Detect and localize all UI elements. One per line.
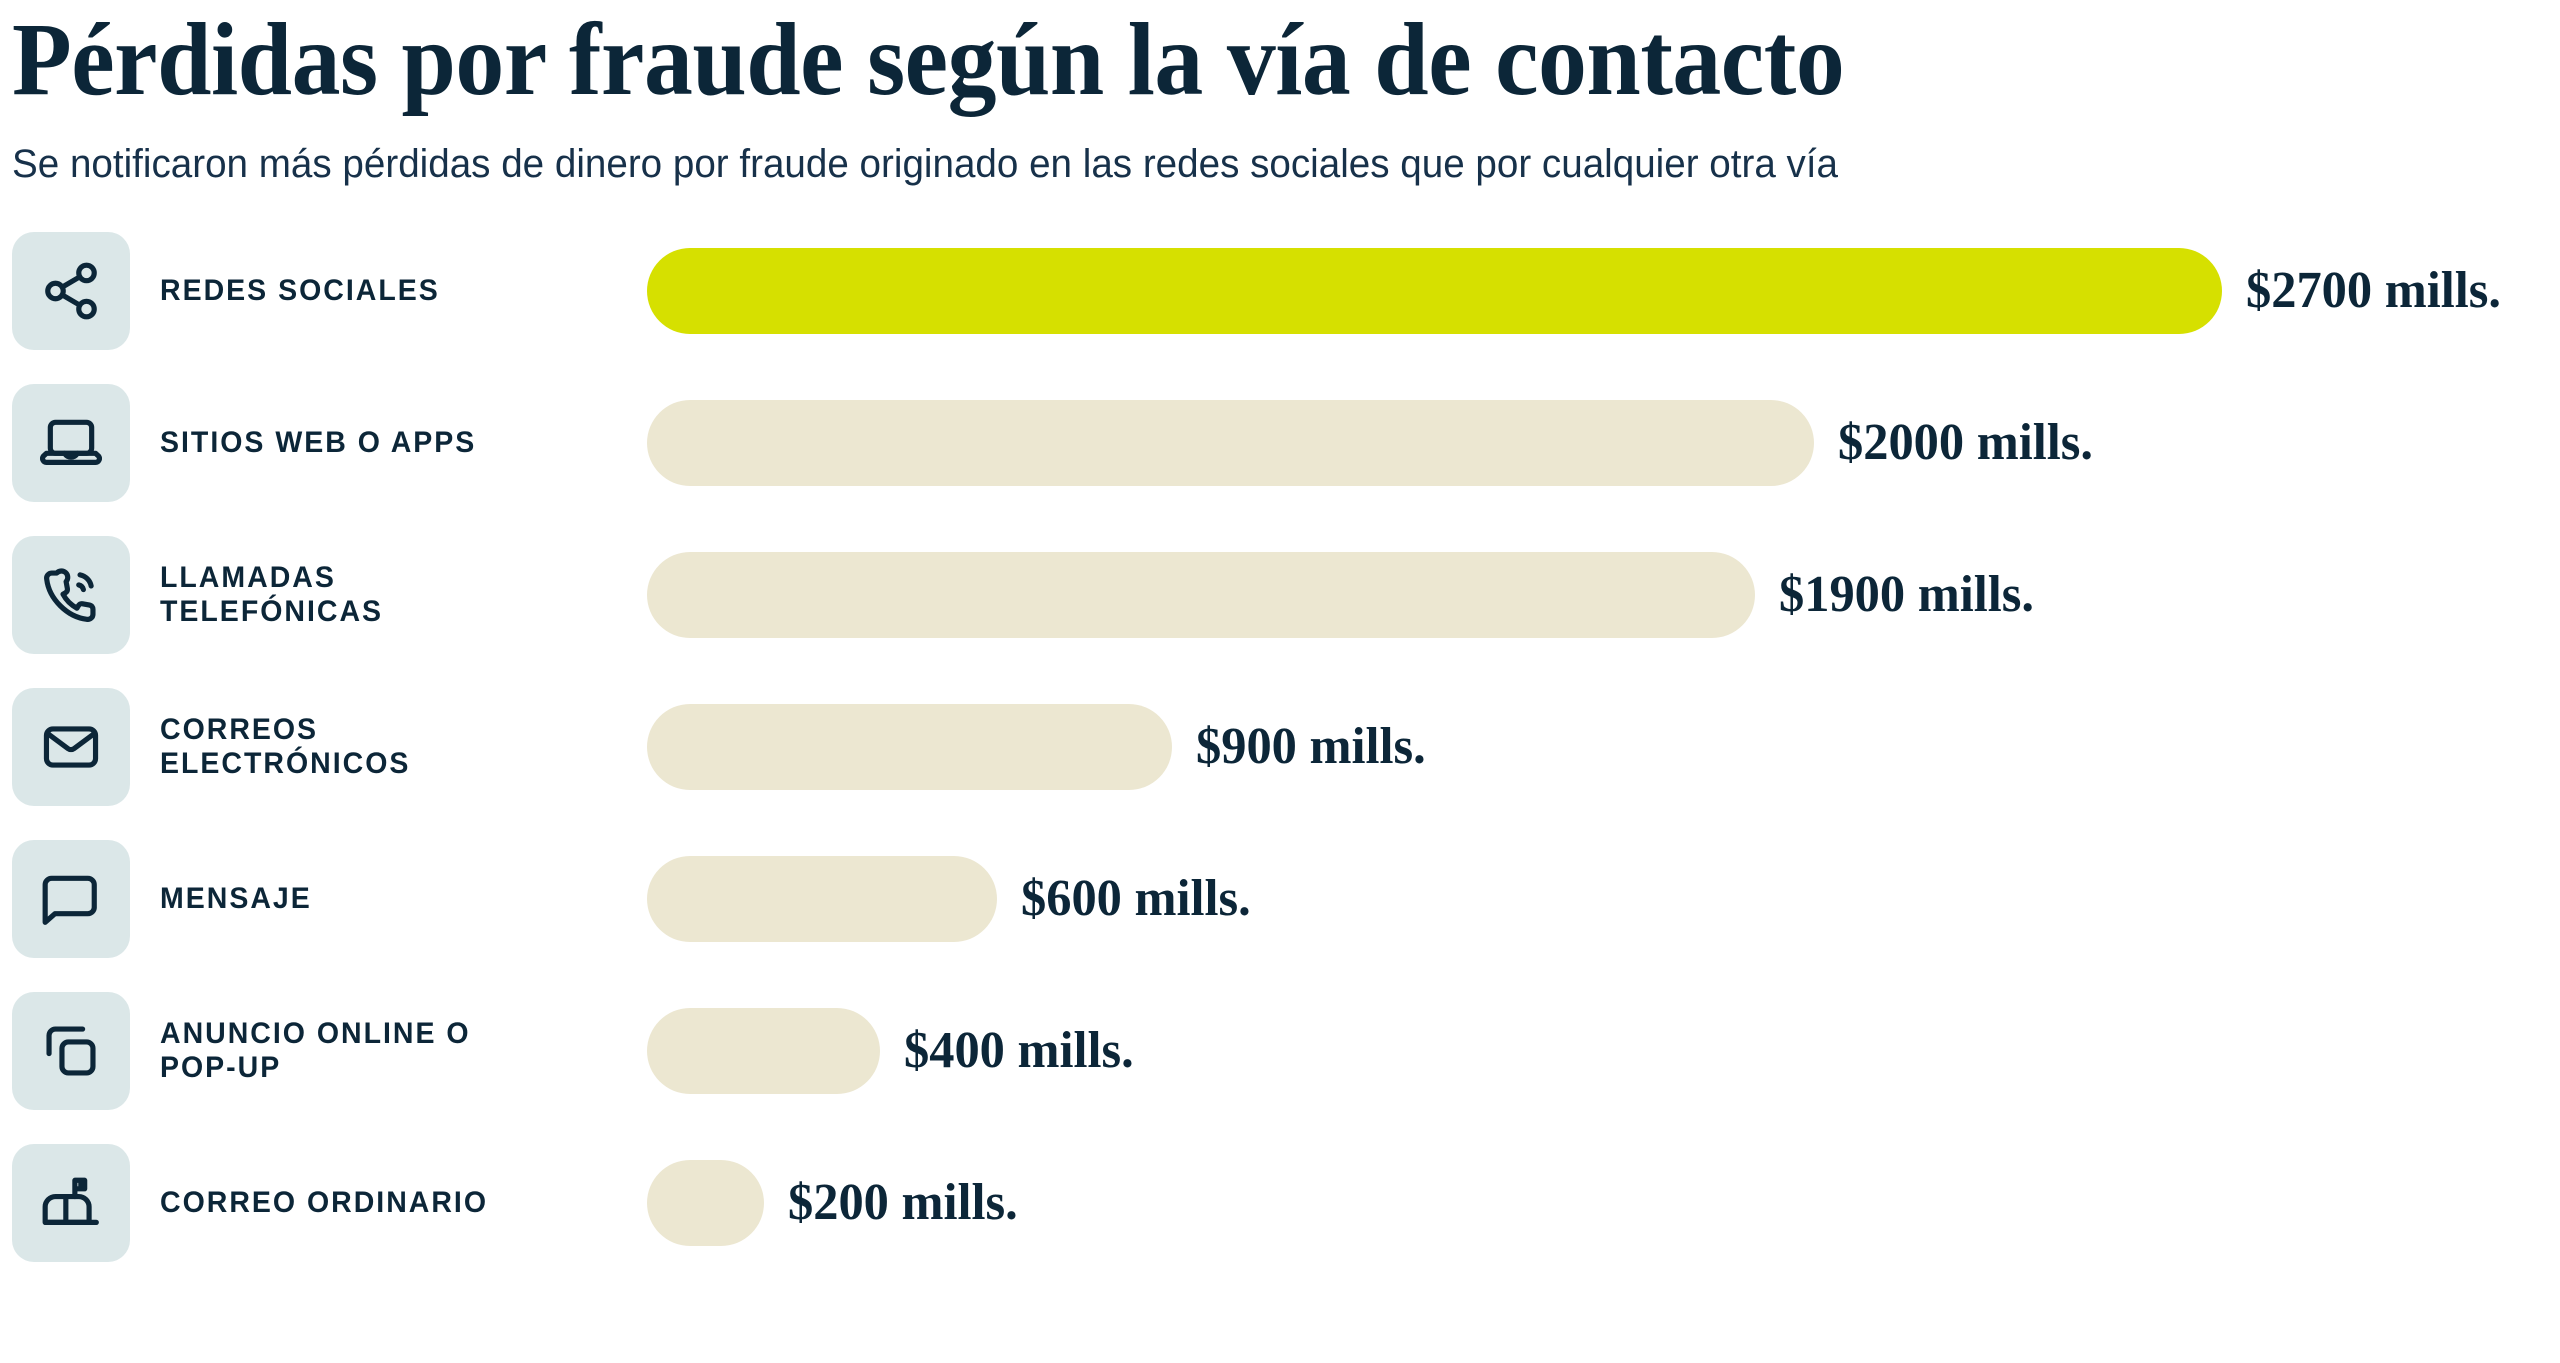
bar-area: $600 mills. [647,840,2548,958]
page-subtitle: Se notificaron más pérdidas de dinero po… [12,142,1839,186]
bar-area: $900 mills. [647,688,2548,806]
share-icon [40,260,102,322]
category-label: ANUNCIO ONLINE O POP-UP [160,992,607,1110]
category-label: SITIOS WEB O APPS [160,384,607,502]
chat-bubble-icon-box [12,840,130,958]
bar-chart: REDES SOCIALES $2700 mills. SITIOS WEB O A… [12,232,2548,1307]
bar [647,1160,764,1246]
bar [647,248,2222,334]
category-label-line: REDES SOCIALES [160,273,440,307]
bar-value-label: $2700 mills. [2246,262,2502,319]
bar-value-label: $600 mills. [1021,870,1251,927]
bar-value-label: $200 mills. [788,1174,1018,1231]
popup-windows-icon [40,1020,102,1082]
category-label-line: SITIOS WEB O APPS [160,425,477,459]
chart-row: SITIOS WEB O APPS $2000 mills. [12,384,2548,502]
mailbox-icon-box [12,1144,130,1262]
bar-area: $200 mills. [647,1144,2548,1262]
phone-call-icon-box [12,536,130,654]
bar [647,704,1172,790]
mailbox-icon [40,1172,102,1234]
bar-area: $2000 mills. [647,384,2548,502]
category-label-line: ANUNCIO ONLINE O [160,1016,471,1050]
envelope-icon-box [12,688,130,806]
laptop-icon [40,412,102,474]
bar-value-label: $1900 mills. [1779,566,2035,623]
bar-area: $400 mills. [647,992,2548,1110]
bar-value-label: $900 mills. [1196,718,1426,775]
bar [647,400,1814,486]
chart-row: LLAMADAS TELEFÓNICAS $1900 mills. [12,536,2548,654]
category-label-line: POP-UP [160,1051,282,1084]
category-label-line: MENSAJE [160,881,312,915]
bar-area: $1900 mills. [647,536,2548,654]
chart-row: CORREO ORDINARIO $200 mills. [12,1144,2548,1262]
category-label-line: CORREOS [160,712,319,746]
chart-row: MENSAJE $600 mills. [12,840,2548,958]
category-label-line: LLAMADAS [160,560,336,594]
category-label-line: CORREO ORDINARIO [160,1185,489,1219]
category-label: LLAMADAS TELEFÓNICAS [160,536,607,654]
bar-area: $2700 mills. [647,232,2548,350]
popup-windows-icon-box [12,992,130,1110]
category-label-line: TELEFÓNICAS [160,595,384,628]
bar [647,552,1755,638]
category-label: CORREOS ELECTRÓNICOS [160,688,607,806]
chat-bubble-icon [40,868,102,930]
share-icon-box [12,232,130,350]
category-label: CORREO ORDINARIO [160,1144,607,1262]
category-label: MENSAJE [160,840,607,958]
bar [647,1008,880,1094]
category-label: REDES SOCIALES [160,232,607,350]
chart-row: ANUNCIO ONLINE O POP-UP $400 mills. [12,992,2548,1110]
bar-value-label: $2000 mills. [1838,414,2094,471]
bar [647,856,997,942]
laptop-icon-box [12,384,130,502]
page-title: Pérdidas por fraude según la vía de cont… [12,2,1845,117]
chart-row: REDES SOCIALES $2700 mills. [12,232,2548,350]
category-label-line: ELECTRÓNICOS [160,747,411,780]
envelope-icon [40,716,102,778]
phone-call-icon [40,564,102,626]
bar-value-label: $400 mills. [904,1022,1134,1079]
chart-row: CORREOS ELECTRÓNICOS $900 mills. [12,688,2548,806]
